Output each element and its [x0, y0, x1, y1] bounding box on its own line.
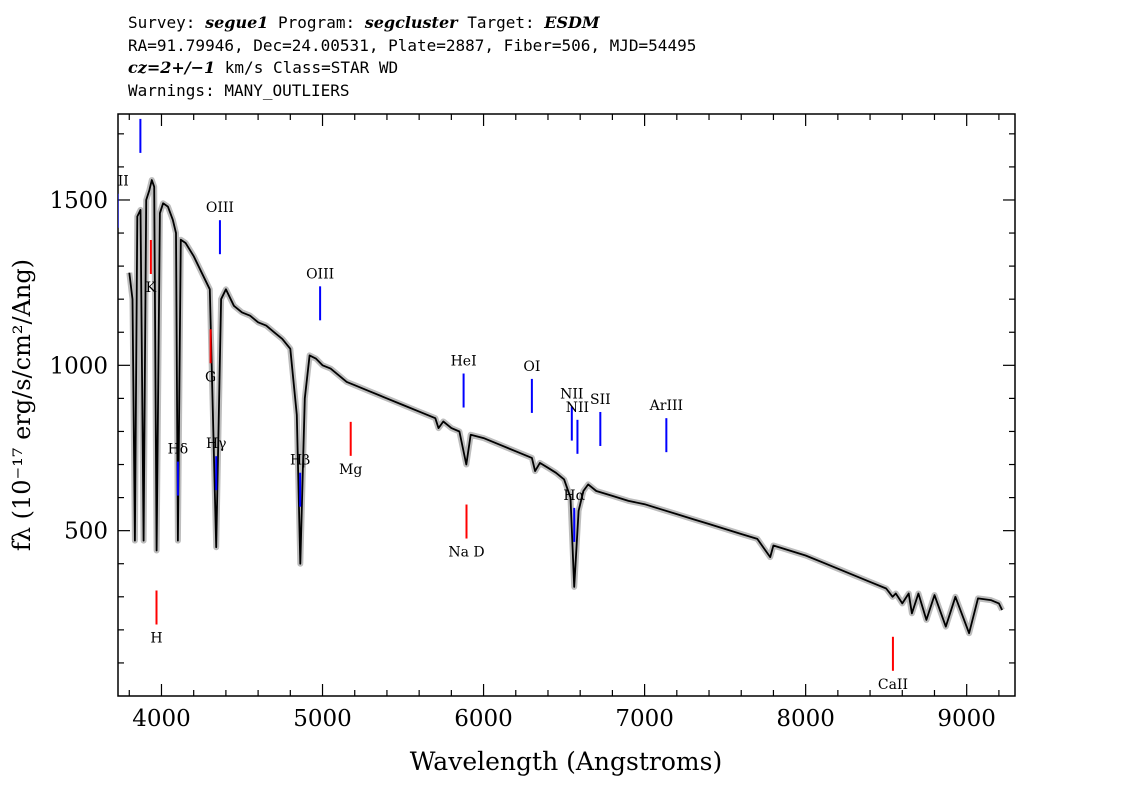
line-label: OII	[106, 174, 129, 190]
line-label: OIII	[206, 200, 234, 216]
line-label: Hγ	[206, 436, 227, 452]
y-axis-ticks: 500 1000 1500	[49, 133, 1015, 664]
line-label: K	[146, 280, 157, 296]
line-label: NeIII	[122, 99, 159, 115]
line-label: NII	[560, 387, 583, 403]
y-tick-label: 500	[64, 519, 108, 545]
spectrum-header: Survey: segue1 Program: segcluster Targe…	[128, 12, 696, 102]
x-axis-label: Wavelength (Angstroms)	[410, 747, 722, 776]
x-tick-label: 8000	[776, 706, 835, 732]
coordinates-line: RA=91.79946, Dec=24.00531, Plate=2887, F…	[128, 35, 697, 55]
y-axis-label: fλ (10⁻¹⁷ erg/s/cm²/Ang)	[8, 259, 36, 551]
y-tick-label: 1500	[49, 188, 108, 214]
x-tick-label: 4000	[132, 706, 191, 732]
target-label: Target:	[457, 13, 545, 32]
spectrum-series	[126, 177, 1005, 637]
x-tick-label: 7000	[615, 706, 674, 732]
survey-label: Survey:	[128, 13, 206, 32]
redshift-value: cz=2+/−1	[128, 58, 216, 77]
line-label: CaII	[878, 677, 908, 693]
x-tick-label: 5000	[293, 706, 352, 732]
line-label: Hβ	[290, 453, 310, 469]
program-label: Program:	[268, 13, 365, 32]
target-value: ESDM	[544, 13, 600, 32]
line-label: Mg	[339, 462, 362, 478]
x-tick-label: 9000	[937, 706, 996, 732]
line-label: ArIII	[649, 398, 683, 414]
line-label: OIII	[306, 266, 334, 282]
plot-frame	[117, 113, 1016, 697]
line-label: Hα	[563, 488, 585, 504]
line-label: H	[150, 631, 162, 647]
line-label: SII	[590, 392, 611, 408]
line-label: Hδ	[168, 442, 189, 458]
x-axis-ticks: 4000 5000 6000 7000 8000 9000	[128, 114, 1000, 732]
line-label: G	[205, 369, 216, 385]
class-line: km/s Class=STAR WD	[215, 58, 399, 77]
line-label: Na D	[448, 545, 484, 561]
line-label: NII	[566, 400, 589, 416]
x-tick-label: 6000	[454, 706, 513, 732]
warnings-line: Warnings: MANY_OUTLIERS	[128, 80, 350, 100]
line-label: OI	[523, 359, 540, 375]
survey-value: segue1	[205, 13, 269, 32]
spectrum-line	[128, 179, 1003, 635]
line-label: HeI	[451, 354, 477, 370]
program-value: segcluster	[364, 13, 458, 32]
y-tick-label: 1000	[49, 353, 108, 379]
